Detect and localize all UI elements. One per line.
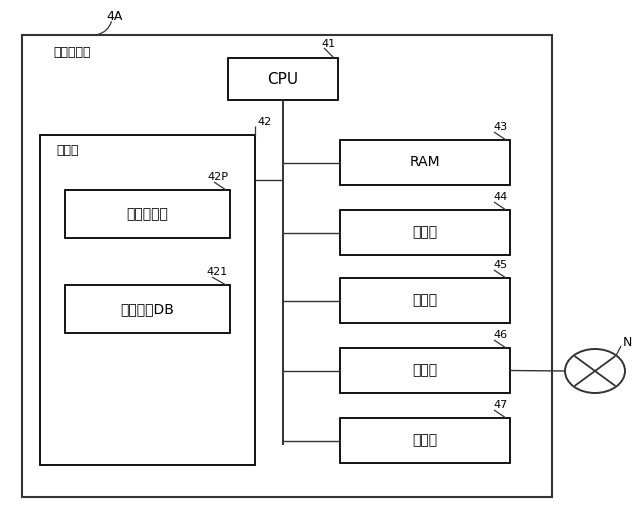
Bar [340,278,510,323]
Bar [340,348,510,393]
Text: 4A: 4A [107,9,123,23]
Text: 記憶部: 記憶部 [57,144,79,158]
Text: 表示部: 表示部 [412,294,438,307]
Bar [340,140,510,185]
Text: 44: 44 [493,192,508,202]
Text: 47: 47 [493,400,508,410]
Text: 46: 46 [494,330,508,340]
Text: 45: 45 [494,260,508,270]
Bar [65,190,230,238]
Text: 42: 42 [257,117,271,127]
Text: 43: 43 [494,122,508,132]
Text: 入力部: 入力部 [412,226,438,239]
Text: 通信部: 通信部 [412,364,438,377]
Bar [340,418,510,463]
Bar [40,135,255,465]
Text: サーバ装置: サーバ装置 [53,46,91,60]
Text: 計時部: 計時部 [412,434,438,447]
Bar [228,58,338,100]
Bar [22,35,552,497]
Text: 42P: 42P [207,172,228,182]
Text: N: N [623,337,632,349]
Bar [65,285,230,333]
Text: 履歴情報DB: 履歴情報DB [120,302,175,316]
Text: 41: 41 [322,39,336,49]
Text: CPU: CPU [268,72,299,86]
Text: 421: 421 [207,267,228,277]
Text: RAM: RAM [410,155,440,170]
Text: プログラム: プログラム [127,207,168,221]
Bar [340,210,510,255]
